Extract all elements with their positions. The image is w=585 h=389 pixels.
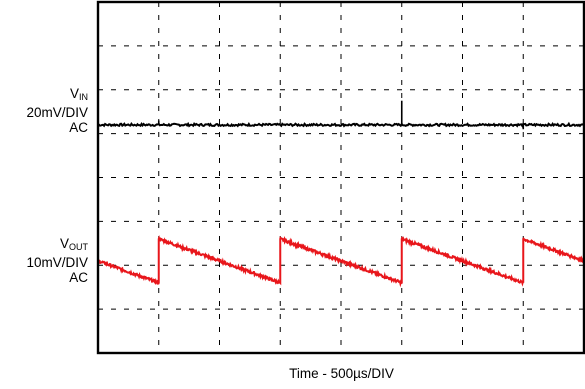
plot-frame — [96, 0, 585, 355]
vin-name: VIN — [69, 86, 88, 102]
vin-coupling: AC — [69, 120, 88, 135]
vout-name: VOUT — [59, 236, 88, 252]
vin-trace — [97, 121, 585, 128]
vin-label: VIN 20mV/DIV AC — [26, 86, 88, 135]
traces — [97, 100, 585, 288]
grid-lines — [98, 2, 584, 353]
vout-label: VOUT 10mV/DIV AC — [26, 236, 88, 285]
vin-scale: 20mV/DIV — [26, 105, 88, 120]
vout-scale: 10mV/DIV — [26, 255, 88, 270]
x-axis-label: Time - 500µs/DIV — [289, 366, 394, 381]
vout-coupling: AC — [69, 270, 88, 285]
vout-trace — [97, 235, 585, 288]
